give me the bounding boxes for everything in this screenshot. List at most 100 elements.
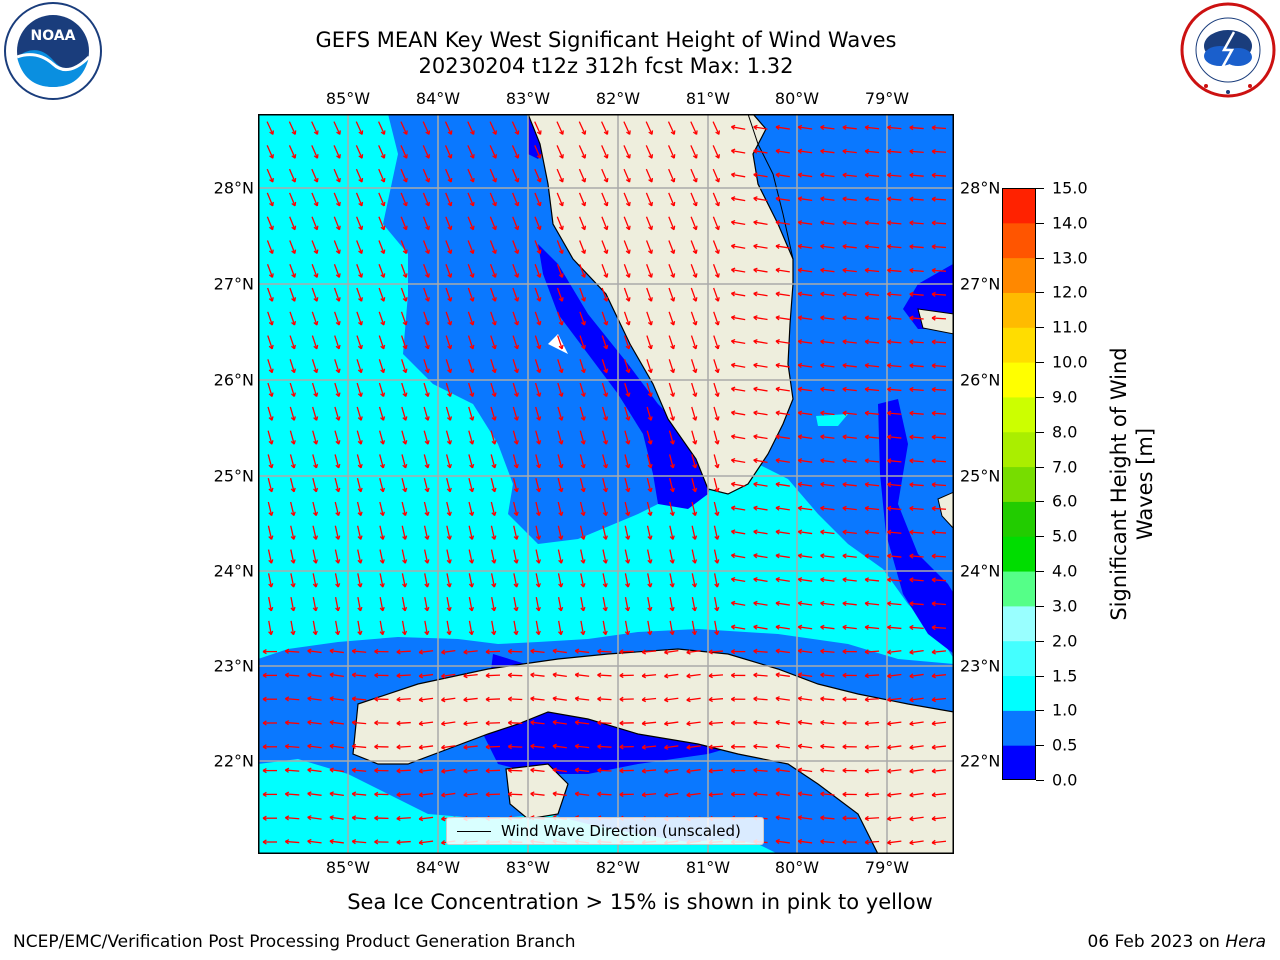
wind-arrow: [753, 197, 768, 202]
wind-arrow-head: [441, 697, 446, 703]
wind-arrow: [307, 769, 322, 773]
wind-arrow: [441, 792, 456, 797]
wind-arrow-head: [730, 744, 736, 750]
wind-arrow: [731, 530, 746, 535]
wind-arrow-head: [842, 481, 847, 488]
wind-arrow: [285, 650, 300, 653]
wind-arrow: [842, 364, 857, 368]
wind-arrow-head: [380, 297, 386, 302]
wind-arrow-head: [513, 368, 519, 374]
wind-arrow: [601, 168, 608, 183]
wind-arrow: [690, 168, 698, 183]
wind-arrow: [579, 287, 586, 302]
wind-arrow: [909, 745, 924, 749]
wind-arrow-head: [670, 225, 676, 231]
wind-arrow-head: [307, 767, 312, 773]
wind-arrow: [798, 245, 813, 249]
wind-arrow: [664, 745, 679, 749]
wind-arrow-head: [535, 583, 541, 588]
wind-arrow-head: [909, 505, 914, 512]
wind-arrow-head: [692, 154, 698, 159]
wind-arrow: [931, 745, 947, 749]
wind-arrow-head: [887, 482, 892, 488]
wind-arrow-head: [469, 154, 475, 159]
wind-arrow-head: [730, 338, 736, 345]
wind-arrow: [731, 602, 746, 606]
wind-arrow-head: [402, 535, 408, 540]
wind-arrow-head: [797, 743, 803, 749]
wind-arrow: [669, 573, 674, 588]
wind-arrow-head: [418, 839, 424, 846]
wind-arrow-head: [312, 606, 318, 612]
colorbar-tick-label: 0.5: [1052, 735, 1078, 755]
wind-arrow: [400, 240, 407, 254]
colorbar-tick-label: 9.0: [1052, 387, 1078, 407]
wind-arrow: [798, 340, 813, 344]
wind-arrow: [887, 578, 902, 582]
wind-arrow: [513, 501, 518, 516]
wind-arrow: [931, 293, 947, 296]
wind-arrow: [712, 168, 720, 183]
wind-arrow-head: [469, 463, 475, 469]
wind-arrow-head: [797, 600, 803, 607]
wind-arrow-head: [552, 648, 557, 654]
wind-arrow: [887, 412, 902, 415]
wind-arrow: [708, 674, 724, 677]
lon-label-bottom: 79°W: [864, 858, 910, 877]
wind-arrow: [669, 549, 674, 564]
wind-arrow-head: [446, 416, 453, 421]
wind-arrow-head: [574, 719, 580, 726]
wind-arrow-head: [931, 386, 936, 393]
wind-arrow: [887, 816, 902, 820]
wind-arrow-head: [424, 487, 430, 493]
wind-arrow-head: [424, 392, 430, 397]
wind-arrow: [731, 126, 746, 130]
wind-arrow: [579, 311, 586, 326]
wind-arrow-head: [469, 177, 475, 183]
wind-arrow: [865, 459, 880, 463]
wind-arrow-head: [864, 600, 870, 607]
wind-arrow: [775, 126, 790, 130]
wind-arrow-head: [374, 815, 379, 821]
wind-arrow-head: [909, 172, 914, 178]
wind-arrow: [623, 311, 630, 326]
wind-arrow-head: [581, 249, 587, 255]
wind-arrow: [753, 340, 768, 344]
colorbar-tick: [1036, 327, 1044, 329]
wind-arrow: [798, 197, 813, 202]
wind-arrow-head: [820, 291, 825, 297]
wind-arrow-head: [820, 553, 825, 559]
wind-arrow-head: [335, 368, 341, 374]
wind-arrow-head: [335, 416, 341, 421]
wind-arrow: [646, 311, 653, 326]
wind-arrow-head: [692, 320, 698, 326]
lat-label-right: 22°N: [960, 751, 1001, 771]
wind-arrow-head: [909, 816, 914, 822]
wind-arrow-head: [335, 487, 341, 493]
wind-arrow-head: [619, 720, 624, 726]
wind-arrow-head: [380, 130, 386, 135]
wind-arrow: [909, 340, 924, 344]
wind-arrow: [378, 287, 385, 302]
wind-arrow-head: [580, 416, 586, 421]
wind-arrow-head: [262, 839, 267, 845]
wind-arrow-head: [691, 583, 698, 588]
wind-arrow: [753, 650, 768, 653]
wind-arrow: [446, 597, 451, 611]
wind-arrow-head: [775, 481, 780, 488]
wind-arrow: [690, 121, 698, 135]
wind-arrow-head: [730, 457, 736, 464]
wind-arrow-head: [262, 767, 267, 774]
wind-arrow-head: [909, 720, 914, 727]
wind-arrow: [602, 525, 607, 540]
wind-arrow-head: [602, 535, 608, 540]
wind-arrow: [645, 168, 653, 183]
wind-arrow-head: [624, 630, 631, 636]
wind-arrow: [713, 478, 719, 492]
wind-arrow: [334, 335, 340, 350]
wind-arrow-head: [380, 154, 386, 159]
wind-arrow-head: [647, 320, 653, 326]
wind-arrow-head: [931, 363, 936, 369]
wind-arrow: [579, 430, 585, 445]
wind-arrow: [753, 126, 768, 130]
